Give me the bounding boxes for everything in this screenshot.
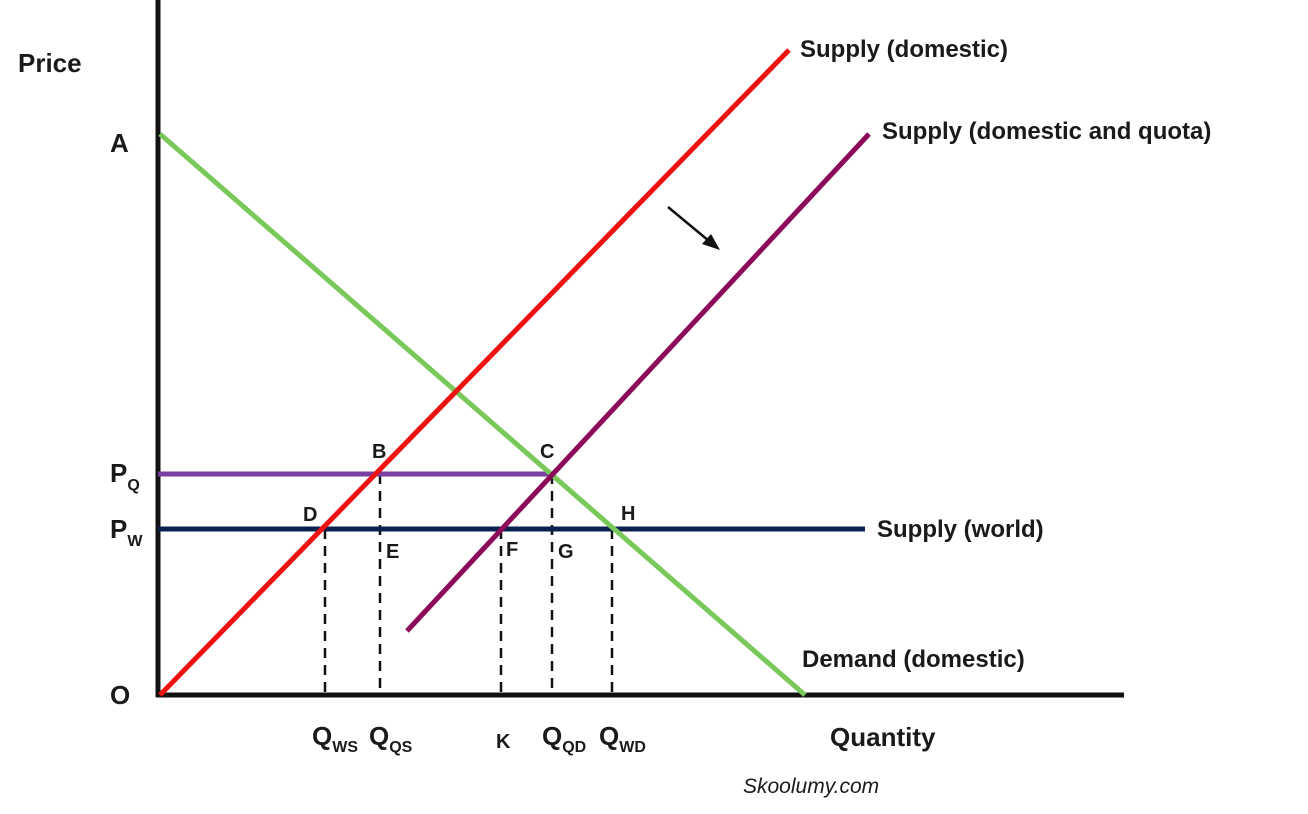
point-b-label: B: [372, 441, 386, 463]
quantity-q-qd-label: QQD: [542, 721, 586, 756]
demand-domestic-label: Demand (domestic): [802, 646, 1025, 673]
quantity-k-label: K: [496, 731, 511, 753]
point-d-label: D: [303, 504, 317, 526]
origin-label: O: [110, 680, 130, 710]
y-axis-label: Price: [18, 48, 82, 78]
y-intercept-label: A: [110, 128, 129, 158]
credit-text: Skoolumy.com: [743, 775, 879, 798]
dashed-guides: [323, 474, 614, 693]
quantity-q-wd-label: QWD: [599, 721, 646, 756]
supply-domestic-quota-label: Supply (domestic and quota): [882, 118, 1211, 145]
point-e-label: E: [386, 541, 399, 563]
point-f-label: F: [506, 539, 518, 561]
quantity-q-qs-label: QQS: [369, 721, 413, 756]
supply-world-label: Supply (world): [877, 516, 1044, 543]
price-world-label: PW: [110, 514, 143, 550]
supply-domestic-label: Supply (domestic): [800, 36, 1008, 63]
point-g-label: G: [558, 541, 574, 563]
supply-domestic-quota-line: [405, 132, 871, 633]
arrow-icon: [667, 206, 720, 250]
quantity-q-ws-label: QWS: [312, 721, 358, 756]
supply-domestic-line: [158, 48, 791, 697]
price-quota-label: PQ: [110, 458, 140, 494]
demand-domestic-line: [158, 132, 807, 697]
point-h-label: H: [621, 503, 635, 525]
point-c-label: C: [540, 441, 554, 463]
x-axis-label: Quantity: [830, 722, 936, 752]
